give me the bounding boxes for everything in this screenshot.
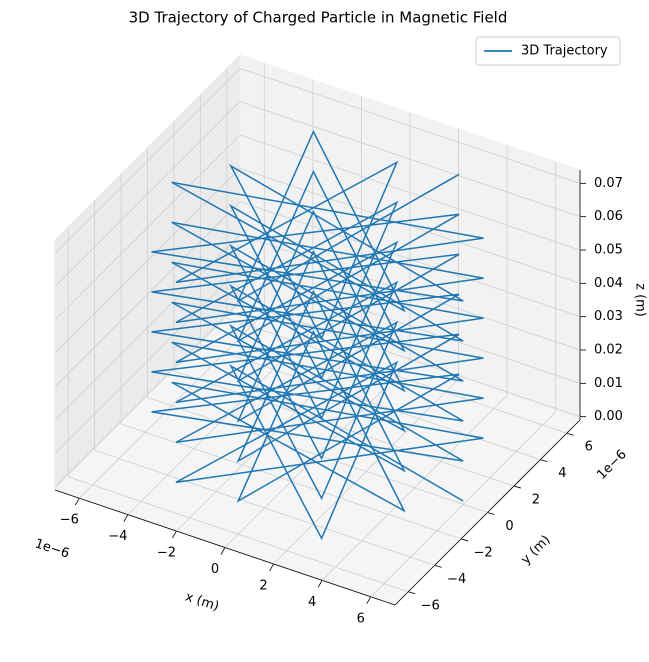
x-tick-label: 4 <box>308 595 316 610</box>
y-tick-label: 0 <box>505 519 513 534</box>
x-tick-label: −6 <box>60 513 79 528</box>
y-tick <box>460 538 469 542</box>
y-tick-label: −6 <box>421 598 440 613</box>
z-tick-label: 0.05 <box>594 243 623 258</box>
grid-line <box>54 234 241 421</box>
legend-label: 3D Trajectory <box>521 44 608 59</box>
x-axis-label: x (m) <box>183 590 221 615</box>
x-tick-label: −4 <box>108 529 127 544</box>
grid-line <box>54 134 241 321</box>
x-tick <box>317 580 323 588</box>
x-tick <box>123 514 129 522</box>
grid-line <box>94 449 435 566</box>
z-axis-label: z (m) <box>633 283 648 317</box>
z-tick-label: 0.01 <box>594 376 623 391</box>
z-tick-label: 0.07 <box>594 176 623 191</box>
x-tick-label: 2 <box>259 578 267 593</box>
y-tick-label: 6 <box>585 440 593 455</box>
z-tick-label: 0.00 <box>594 409 623 424</box>
x-tick-label: 6 <box>357 611 365 626</box>
grid-line <box>173 370 515 487</box>
grid-line <box>54 168 241 354</box>
grid-line <box>54 268 241 454</box>
z-tick-label: 0.03 <box>594 309 623 324</box>
grid-line <box>54 68 241 254</box>
y-offset-text: 1e−6 <box>594 447 630 483</box>
grid-line <box>54 301 241 487</box>
y-axis-label: y (m) <box>518 532 553 567</box>
x-offset-text: 1e−6 <box>33 536 71 561</box>
grid-line <box>200 344 541 461</box>
grid-line <box>239 134 581 251</box>
y-tick-label: 2 <box>532 493 540 508</box>
x-tick <box>366 596 372 604</box>
grid-line <box>239 67 581 184</box>
grid-line <box>239 101 581 218</box>
x-tick <box>74 498 80 506</box>
y-tick <box>408 591 416 595</box>
z-tick-label: 0.04 <box>594 276 623 291</box>
x-tick <box>172 530 177 539</box>
y-tick <box>540 459 548 463</box>
y-tick <box>434 564 442 568</box>
grid-line <box>239 301 581 418</box>
z-tick-label: 0.06 <box>594 209 623 224</box>
y-tick <box>487 512 495 515</box>
grid-line <box>239 201 581 318</box>
trajectory-line <box>151 129 484 541</box>
z-tick-label: 0.02 <box>594 343 623 358</box>
grid-line <box>68 476 409 593</box>
chart-title: 3D Trajectory of Charged Particle in Mag… <box>129 9 508 27</box>
y-tick <box>513 485 522 489</box>
y-tick <box>566 432 574 436</box>
y-tick-label: −2 <box>473 545 492 560</box>
y-tick-label: −4 <box>447 572 466 587</box>
x-tick <box>220 547 226 555</box>
x-tick-label: −2 <box>157 546 176 561</box>
x-tick-label: 0 <box>211 562 219 577</box>
grid-line <box>54 201 241 387</box>
legend-box <box>475 36 621 66</box>
y-tick-label: 4 <box>558 466 566 481</box>
grid-line <box>54 101 241 287</box>
x-tick <box>269 563 274 572</box>
grid-line <box>239 167 581 284</box>
